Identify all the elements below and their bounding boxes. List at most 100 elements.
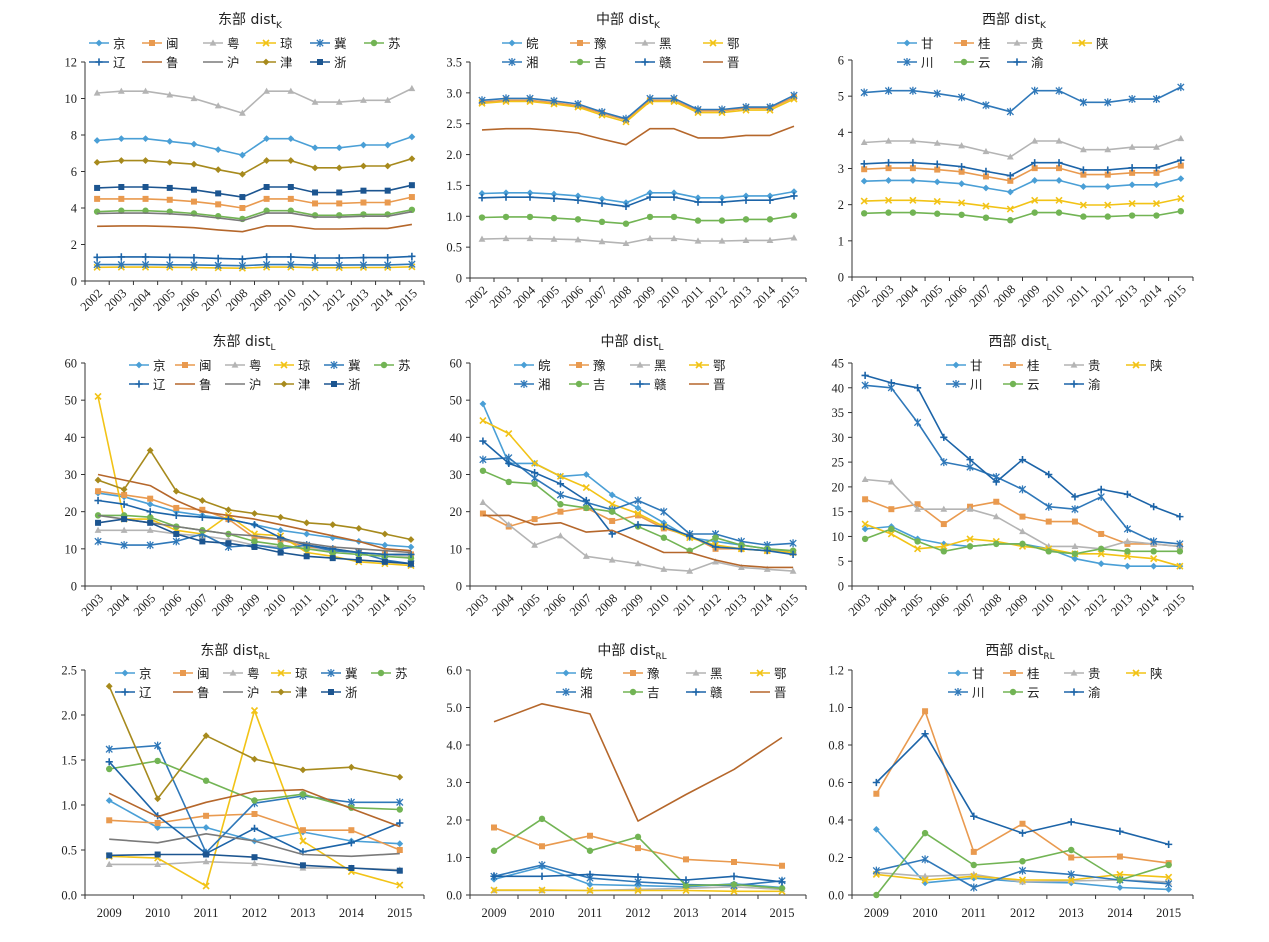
y-tick-label: 1.0 (446, 210, 462, 224)
data-point-marker (490, 872, 498, 880)
data-point-marker (166, 260, 174, 269)
y-tick-label: 60 (450, 357, 463, 371)
data-point-marker (1045, 518, 1052, 525)
y-tick-label: 8 (71, 129, 77, 143)
data-point-marker (1176, 562, 1184, 570)
data-point-marker (94, 496, 102, 505)
series-桂 (861, 162, 1184, 184)
data-point-marker (646, 193, 654, 201)
chart-title-region: 中部 (596, 12, 628, 28)
legend-swatch-marker (576, 58, 584, 66)
data-point-marker (789, 567, 797, 574)
chart-title-region: 西部 (985, 643, 1017, 659)
data-point-marker (384, 199, 391, 206)
data-point-marker (172, 487, 180, 495)
data-point-marker (913, 384, 922, 392)
x-tick-label: 2015 (1161, 282, 1189, 310)
data-point-marker (106, 765, 113, 773)
data-point-marker (1006, 172, 1014, 180)
data-point-marker (885, 137, 892, 144)
chart-panel-central-rl: 中部 distRL 0.0 1.0 2.0 3.0 4.0 5.0 6.0 2009 2010 20… (446, 643, 807, 920)
data-point-marker (335, 254, 343, 262)
legend-label: 辽 (153, 377, 166, 392)
data-point-marker (557, 508, 564, 515)
legend-swatch-marker (135, 361, 143, 369)
chart-panel-east-k: 东部 distK02468101220022003200420052006200… (65, 12, 425, 314)
data-point-marker (1080, 171, 1087, 178)
legend-label: 琼 (298, 358, 311, 373)
data-point-marker (396, 806, 403, 813)
legend: 皖 豫 黑 鄂湘 吉 赣 晋 (514, 358, 726, 392)
y-tick-label: 0.5 (446, 241, 462, 255)
data-point-marker (105, 860, 113, 867)
data-point-marker (922, 708, 929, 715)
data-point-marker (914, 505, 921, 512)
chart-panel-central-l: 中部 distL01020304050602003200420052006200… (450, 334, 807, 619)
data-point-marker (873, 790, 880, 797)
data-point-marker (312, 189, 319, 196)
legend-item: 鄂 (750, 666, 787, 681)
data-point-marker (660, 522, 668, 531)
data-point-marker (885, 177, 892, 184)
data-point-marker (287, 157, 295, 164)
series-云 (861, 525, 1184, 557)
data-point-marker (1031, 137, 1039, 144)
data-point-marker (381, 558, 388, 565)
series-湘 (479, 453, 797, 550)
x-tick-label: 2006 (157, 591, 185, 619)
x-tick-label: 2014 (365, 591, 393, 619)
data-point-marker (1123, 490, 1132, 498)
legend-label: 川 (970, 377, 983, 392)
data-point-marker (106, 817, 113, 824)
data-point-marker (479, 417, 487, 425)
data-point-marker (478, 214, 486, 221)
data-point-marker (909, 177, 917, 184)
data-point-marker (505, 459, 513, 467)
series-苏 (106, 757, 403, 813)
data-point-marker (381, 530, 389, 538)
data-point-marker (1031, 196, 1039, 204)
data-point-marker (538, 861, 546, 869)
series-line (875, 732, 1169, 846)
legend-label: 鄂 (713, 358, 726, 373)
x-tick-label: 2005 (150, 286, 178, 314)
legend-label: 沪 (249, 377, 262, 392)
x-tick-label: 2009 (619, 591, 647, 619)
legend-item: 苏 (364, 36, 401, 51)
series-云 (873, 829, 1172, 899)
data-point-marker (635, 845, 641, 852)
data-point-marker (933, 89, 941, 98)
data-point-marker (239, 194, 246, 201)
legend: 京 闽 粤 琼 冀 苏辽 鲁 沪 津 浙 (89, 36, 401, 70)
y-tick-label: 0.4 (828, 814, 844, 828)
chart-title-var: dist (233, 643, 259, 659)
y-tick-label: 0 (71, 580, 77, 594)
legend: 甘 桂 贵 陕川 云 渝 (946, 358, 1163, 392)
x-tick-label: 2014 (722, 906, 748, 920)
data-point-marker (287, 135, 295, 143)
y-tick-label: 1.0 (61, 799, 77, 813)
y-tick-label: 10 (450, 542, 463, 556)
data-point-marker (634, 521, 642, 529)
legend-swatch-marker (1132, 669, 1140, 677)
x-tick-label: 2014 (1134, 591, 1162, 619)
data-point-marker (166, 253, 174, 261)
data-point-marker (789, 547, 797, 554)
data-point-marker (1019, 878, 1026, 885)
data-point-marker (742, 192, 750, 200)
data-point-marker (1104, 171, 1111, 178)
legend-item: 粤 (225, 358, 262, 373)
series-line (97, 184, 413, 198)
data-point-marker (993, 498, 1000, 505)
series-line (493, 702, 783, 822)
data-point-marker (1071, 505, 1079, 514)
series-line (97, 255, 412, 260)
data-point-marker (1128, 143, 1136, 150)
x-tick-label: 2009 (97, 906, 122, 920)
data-point-marker (598, 195, 606, 203)
series-京 (93, 133, 416, 159)
series-line (97, 157, 413, 175)
data-point-marker (634, 496, 642, 505)
legend-swatch-marker (317, 59, 323, 65)
legend-item: 晋 (703, 55, 740, 70)
